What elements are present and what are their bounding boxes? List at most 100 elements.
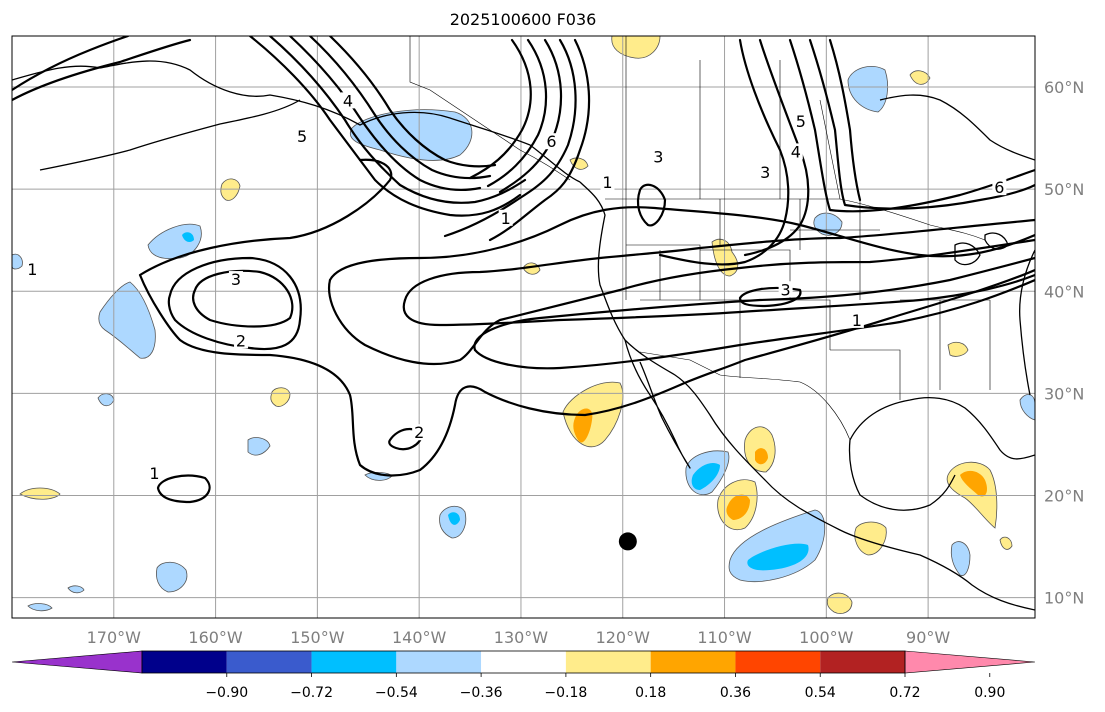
contour-labels: 3 2 1 2 1 1 1 6 3 5 4 3 1 3 4 5 6 [25,91,1007,483]
contour-line [327,238,1035,366]
contour-label: 6 [546,132,556,151]
longitude-tick-label: 140°W [392,628,447,647]
alaska-coastline [12,60,581,183]
contour-line [402,273,1035,327]
shaded-anomaly-regions [12,36,1035,614]
colorbar-tick-label: 0.72 [889,685,920,701]
contour-label: 1 [27,260,37,279]
colorbar-frame [141,650,906,674]
contour-line [248,36,522,217]
negative-anomaly-region [156,561,188,593]
negative-anomaly-region [12,253,23,270]
map-panel: 3 2 1 2 1 1 1 6 3 5 4 3 1 3 4 5 6 [12,36,1035,618]
colorbar-tick-label: 0.54 [805,685,836,701]
contour-label: 2 [414,423,424,442]
negative-anomaly-core [448,512,460,525]
contour-label: 4 [343,91,353,110]
contour-line [328,206,1035,282]
contour-line [473,278,1035,370]
positive-anomaly-core [755,448,768,465]
negative-anomaly-region [27,603,53,612]
map-frame [11,35,1036,619]
colorbar-tick-label: 0.36 [720,685,751,701]
contour-line [636,183,667,227]
contour-line [488,38,591,242]
contour-line [12,38,192,102]
colorbar-segment [650,651,736,673]
negative-anomaly-region [98,281,156,359]
colorbar-tick-label: −0.54 [375,685,418,701]
longitude-tick-labels: 170°W 160°W 150°W 140°W 130°W 120°W 110°W 100°W… [87,628,951,647]
colorbar-tick-label: −0.18 [544,685,587,701]
longitude-tick-label: 100°W [799,628,854,647]
positive-anomaly-region [999,536,1013,550]
colorbar-segment [820,651,905,673]
colorbar-segment [735,651,821,673]
contour-label: 1 [501,209,511,228]
negative-anomaly-region [950,541,971,576]
colorbar: −0.90 −0.72 −0.54 −0.36 −0.18 0.18 0.36 0.54 0.7… [11,650,1036,701]
contour-label-background [25,260,40,277]
gulf-of-mexico-coastline [849,397,1035,460]
north-america-coastline [579,181,1035,611]
positive-anomaly-core [726,494,750,520]
contour-label-background [544,133,559,150]
longitude-tick-label: 160°W [188,628,243,647]
contour-label: 3 [653,148,663,167]
contour-line [658,38,790,266]
contour-label: 4 [791,142,801,161]
contour-label: 2 [236,331,246,350]
contour-label-background [778,281,793,298]
negative-anomaly-region [67,585,85,594]
contour-label: 1 [602,173,612,192]
positive-anomaly-region [854,521,887,556]
colorbar-segment [481,651,566,673]
colorbar-tick-label: −0.90 [205,685,248,701]
contour-label: 5 [297,127,307,146]
colorbar-segment [396,651,482,673]
contour-label-background [340,92,355,109]
contour-line [403,218,1035,302]
contour-label: 5 [796,112,806,131]
negative-anomaly-region [1019,394,1035,421]
alaska-peninsula-coastline [39,99,301,171]
contour-label-background [849,311,864,328]
contour-label-background [992,179,1007,196]
contour-line [388,427,424,451]
contour-line [156,474,211,504]
graticule-lines [12,36,1035,618]
positive-anomaly-region [270,387,291,407]
map-title: 2025100600 F036 [450,10,597,29]
contour-label-background [234,332,249,349]
colorbar-extend-low [11,650,143,674]
contour-label-background [228,271,243,288]
contour-line [443,38,577,238]
contour-label-background [793,112,808,129]
contour-label-background [788,143,803,160]
colorbar-segment [142,651,227,673]
contour-line [328,36,497,168]
colorbar-segment [565,651,651,673]
contour-label-background [600,174,615,191]
colorbar-tick-label: −0.36 [460,685,503,701]
hudson-bay-coastline [879,94,1035,161]
contour-line [268,36,527,204]
contour-label: 3 [781,280,791,299]
latitude-tick-label: 30°N [1044,384,1084,403]
longitude-tick-label: 150°W [290,628,345,647]
contour-line [486,38,548,188]
alaska-canada-border [409,36,571,181]
contour-line [473,256,1035,352]
negative-anomaly-region [247,437,271,456]
latitude-tick-label: 20°N [1044,486,1084,505]
contour-label: 3 [760,163,770,182]
storm-position-marker [618,532,637,551]
yucatan-coastline [848,439,956,511]
contour-label-background [295,128,310,145]
latitude-tick-labels: 10°N 20°N 30°N 40°N 50°N 60°N [1044,78,1084,608]
contour-lines [12,36,1035,504]
negative-anomaly-core [182,232,194,243]
contour-label: 1 [149,464,159,483]
contour-line [828,38,862,202]
